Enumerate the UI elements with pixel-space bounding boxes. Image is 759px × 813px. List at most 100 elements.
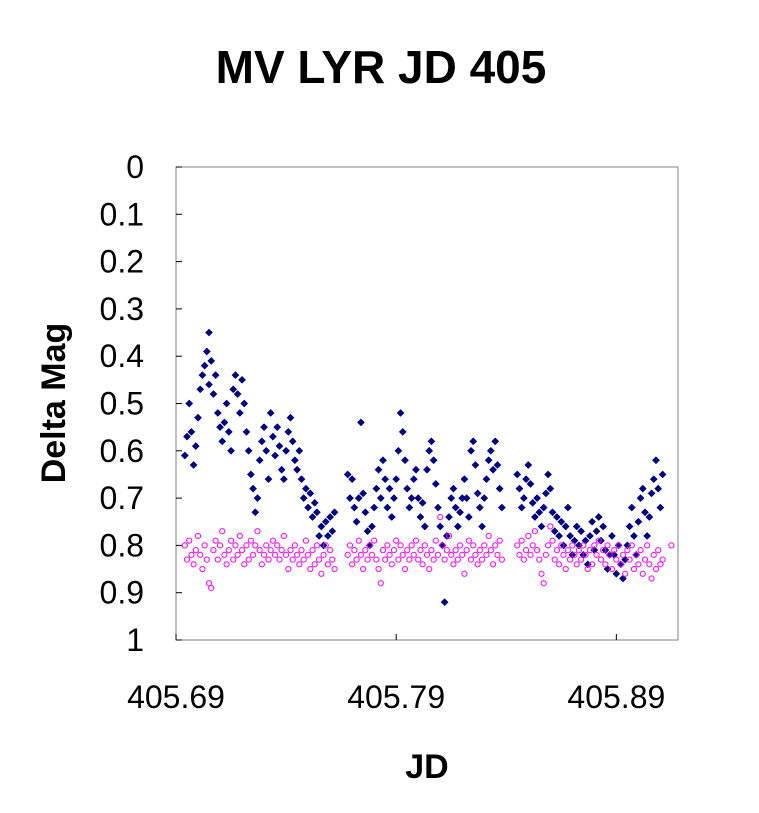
data-point-diamond [312,508,321,517]
data-point-circle [386,551,393,558]
data-point-diamond [229,385,238,394]
data-point-diamond [343,470,352,479]
data-point-circle [382,556,389,563]
data-point-circle [467,556,475,563]
data-point-diamond [471,461,480,469]
data-point-diamond [286,413,295,422]
data-point-circle [597,556,605,563]
data-point-circle [619,551,627,558]
data-point-diamond [323,531,332,540]
data-point-circle [617,561,624,568]
y-tick-label: 0 [126,149,144,185]
data-point-diamond [224,427,233,436]
data-point-circle [481,542,488,549]
data-point-circle [443,547,450,554]
data-point-circle [668,542,675,549]
data-point-diamond [317,522,326,531]
data-point-circle [289,556,296,563]
series-target-star [180,328,667,607]
data-point-circle [567,556,574,563]
data-point-diamond [416,513,425,521]
data-point-diamond [489,465,498,474]
data-point-diamond [379,456,387,465]
data-point-circle [423,551,431,558]
y-tick-label: 0.3 [100,291,144,327]
data-point-circle [470,542,477,549]
data-point-diamond [453,522,462,531]
data-point-diamond [475,503,484,512]
data-point-diamond [519,494,528,503]
data-point-diamond [658,470,667,479]
data-point-diamond [363,527,372,536]
data-point-diamond [652,456,660,465]
data-point-diamond [572,522,581,531]
data-point-circle [355,537,362,544]
data-point-diamond [533,494,542,503]
data-point-diamond [460,475,469,484]
data-point-diamond [482,475,491,484]
data-point-diamond [359,489,368,498]
data-point-diamond [315,531,324,540]
data-point-circle [236,532,243,540]
data-point-circle [269,537,276,544]
data-point-circle [527,551,534,558]
data-point-circle [285,565,292,573]
data-point-circle [652,565,660,573]
data-point-circle [659,556,666,563]
data-point-circle [245,556,252,563]
data-point-diamond [654,484,663,493]
data-point-diamond [202,347,211,356]
y-tick-label: 0.5 [100,386,144,422]
data-point-diamond [634,517,643,526]
data-point-diamond [451,503,460,512]
data-point-circle [430,556,437,563]
data-point-circle [494,551,501,558]
data-point-circle [648,575,655,582]
data-point-diamond [449,484,458,493]
data-point-circle [569,542,576,549]
data-point-circle [544,542,552,549]
data-point-diamond [260,423,269,432]
data-point-circle [571,551,578,558]
data-point-circle [263,542,270,549]
data-point-diamond [251,508,260,517]
data-point-circle [309,547,316,554]
data-point-circle [604,542,611,549]
data-point-diamond [619,574,627,583]
data-point-diamond [207,356,216,365]
data-point-diamond [213,409,222,417]
data-point-circle [445,532,453,540]
data-point-circle [635,561,642,568]
data-point-circle [516,551,523,558]
y-axis-ticks: 0 0.1 0.2 0.3 0.4 0.5 0.6 0.7 0.8 0.9 1 [100,149,182,658]
data-point-circle [201,542,208,549]
data-point-circle [650,551,657,558]
data-point-diamond [515,484,524,493]
data-point-diamond [407,494,416,503]
data-point-circle [230,556,237,563]
data-point-circle [437,513,444,521]
data-point-diamond [376,494,385,503]
data-point-circle [280,532,287,540]
data-point-diamond [273,423,282,432]
data-point-circle [194,532,202,540]
data-point-circle [238,547,246,554]
x-tick-label: 405.69 [127,679,225,715]
data-point-diamond [493,461,502,469]
data-point-circle [274,542,281,549]
data-point-diamond [191,442,200,451]
data-point-diamond [645,513,654,521]
data-point-diamond [636,494,645,503]
data-point-circle [600,547,607,554]
data-point-circle [531,528,538,535]
data-point-circle [432,537,439,544]
data-point-diamond [189,461,198,469]
data-point-diamond [196,385,205,394]
data-point-circle [313,542,321,549]
data-point-diamond [394,446,403,455]
data-point-diamond [480,494,489,503]
data-point-diamond [656,503,665,512]
data-point-circle [232,542,239,549]
y-axis-label: Delta Mag [35,323,73,484]
data-point-diamond [548,508,557,517]
